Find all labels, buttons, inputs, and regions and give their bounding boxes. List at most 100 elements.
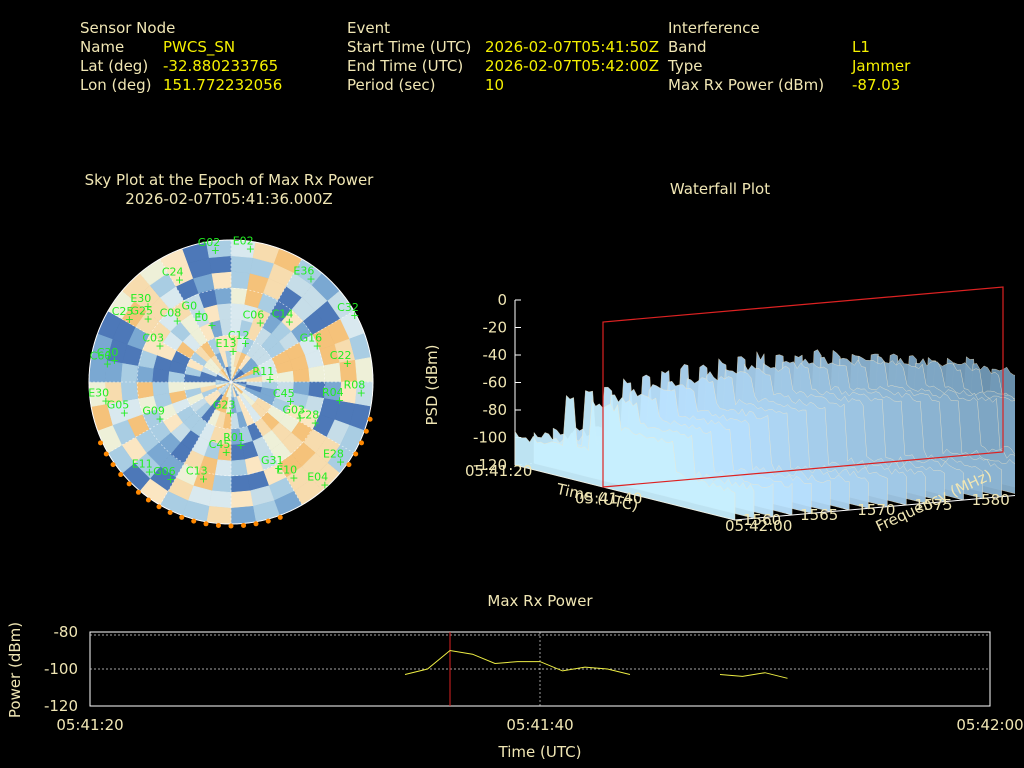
satellite-marker: + [241, 337, 250, 350]
horizon-marker [215, 522, 221, 528]
satellite-marker: + [143, 300, 152, 313]
satellite-label: R04 [322, 386, 344, 399]
satellite-marker: + [173, 315, 182, 328]
interference-band-label: Band [668, 38, 707, 56]
satellite-marker: + [285, 316, 294, 329]
power-chart-series-line [404, 649, 631, 675]
satellite-label: C32 [337, 301, 359, 314]
sensor-lat-value: -32.880233765 [163, 57, 279, 75]
horizon-marker [97, 440, 103, 446]
satellite-label: E36 [293, 265, 314, 278]
waterfall-z-tick-label: -100 [473, 429, 507, 447]
satellite-label: C12 [228, 329, 250, 342]
sensor-lon-label: Lon (deg) [80, 76, 152, 94]
satellite-marker: + [211, 244, 220, 257]
skyplot-subtitle: 2026-02-07T05:41:36.000Z [125, 190, 333, 208]
waterfall-z-tick-label: 0 [497, 291, 507, 309]
satellite-label: E30 [130, 292, 151, 305]
satellite-label: G03 [282, 404, 305, 417]
satellite-marker: + [357, 387, 366, 400]
skyplot-cell [308, 365, 326, 383]
interference-type-label: Type [668, 57, 703, 75]
waterfall-marker-plane [602, 286, 1004, 488]
satellite-marker: + [350, 309, 359, 322]
waterfall-freq-tick-label: 1575 [914, 496, 952, 514]
event-start-value: 2026-02-07T05:41:50Z [485, 38, 659, 56]
power-chart-x-label: Time (UTC) [498, 743, 582, 761]
horizon-marker [277, 514, 283, 520]
satellite-label: G25 [131, 305, 154, 318]
satellite-label: C08 [160, 307, 182, 320]
horizon-marker [126, 481, 132, 487]
sensor-heading: Sensor Node [80, 19, 176, 37]
skyplot-horizon-markers [97, 416, 373, 529]
satellite-label: C28 [298, 409, 320, 422]
power-chart-series [404, 649, 788, 679]
waterfall-z-tick-label: -80 [483, 401, 508, 419]
satellite-marker: + [236, 439, 245, 452]
satellite-label: E04 [307, 471, 328, 484]
satellite-label: E11 [132, 457, 153, 470]
horizon-marker [135, 489, 141, 495]
satellite-label: C03 [142, 331, 164, 344]
interference-heading: Interference [668, 19, 760, 37]
power-chart-y-tick-label: -100 [44, 660, 78, 678]
horizon-marker [118, 472, 124, 478]
skyplot-cell [230, 255, 254, 274]
waterfall-time-tick-label: 05:41:20 [465, 462, 532, 480]
skyplot-svg: +G02 +E02+C24+E36+E30+G25+C25 +G0+C08+E0+E… [88, 234, 374, 529]
satellite-label: C25 [112, 305, 134, 318]
waterfall-surface [514, 349, 1015, 521]
skyplot-cell [208, 255, 232, 274]
skyplot-cell [136, 381, 154, 399]
skyplot-cell [230, 474, 251, 493]
satellite-label: R08 [344, 379, 366, 392]
satellite-marker: + [306, 273, 315, 286]
waterfall-freq-axis [734, 494, 1015, 521]
waterfall-z-tick-label: -120 [473, 456, 507, 474]
skyplot-cell [323, 362, 342, 383]
skyplot-satellites: +G02 +E02+C24+E36+E30+G25+C25 +G0+C08+E0+E… [88, 234, 366, 491]
satellite-label: C14 [272, 308, 294, 321]
horizon-marker [346, 462, 352, 468]
satellite-label: E0 [194, 311, 208, 324]
satellite-marker: + [229, 345, 238, 358]
skyplot-cell [206, 506, 232, 525]
satellite-marker: + [320, 479, 329, 492]
satellite-label: C22 [330, 349, 352, 362]
satellite-label: G09 [142, 405, 165, 418]
horizon-marker [265, 518, 271, 524]
waterfall-freq-tick-label: 1570 [857, 501, 895, 519]
skyplot-cell [120, 362, 139, 383]
event-heading: Event [347, 19, 390, 37]
horizon-marker [110, 462, 116, 468]
satellite-marker: + [313, 339, 322, 352]
satellite-marker: + [195, 308, 204, 321]
waterfall-z-label: PSD (dBm) [423, 344, 441, 425]
waterfall-time-marker [602, 286, 1004, 488]
event-period-value: 10 [485, 76, 505, 94]
power-chart-series-line [719, 672, 788, 679]
satellite-label: C45 [209, 438, 231, 451]
skyplot-cell [230, 271, 251, 290]
satellite-label: E30 [88, 387, 109, 400]
horizon-marker [156, 504, 162, 510]
power-chart-y-tick-label: -80 [54, 623, 79, 641]
interference-power-label: Max Rx Power (dBm) [668, 76, 825, 94]
satellite-marker: + [256, 317, 265, 330]
satellite-label: E28 [323, 448, 344, 461]
skyplot-cell [208, 490, 232, 509]
horizon-marker [191, 518, 197, 524]
satellite-marker: + [226, 406, 235, 419]
satellite-marker: + [199, 472, 208, 485]
satellite-label: G31 [261, 454, 284, 467]
satellite-label: E02 [233, 234, 254, 247]
waterfall-time-tick-label: 05:42:00 [725, 517, 792, 535]
satellite-marker: + [335, 394, 344, 407]
skyplot-cell [214, 287, 232, 305]
satellite-label: R11 [252, 365, 274, 378]
satellite-marker: + [343, 357, 352, 370]
power-chart-x-tick-label: 05:41:40 [506, 716, 573, 734]
skyplot-title: Sky Plot at the Epoch of Max Rx Power [84, 171, 374, 189]
